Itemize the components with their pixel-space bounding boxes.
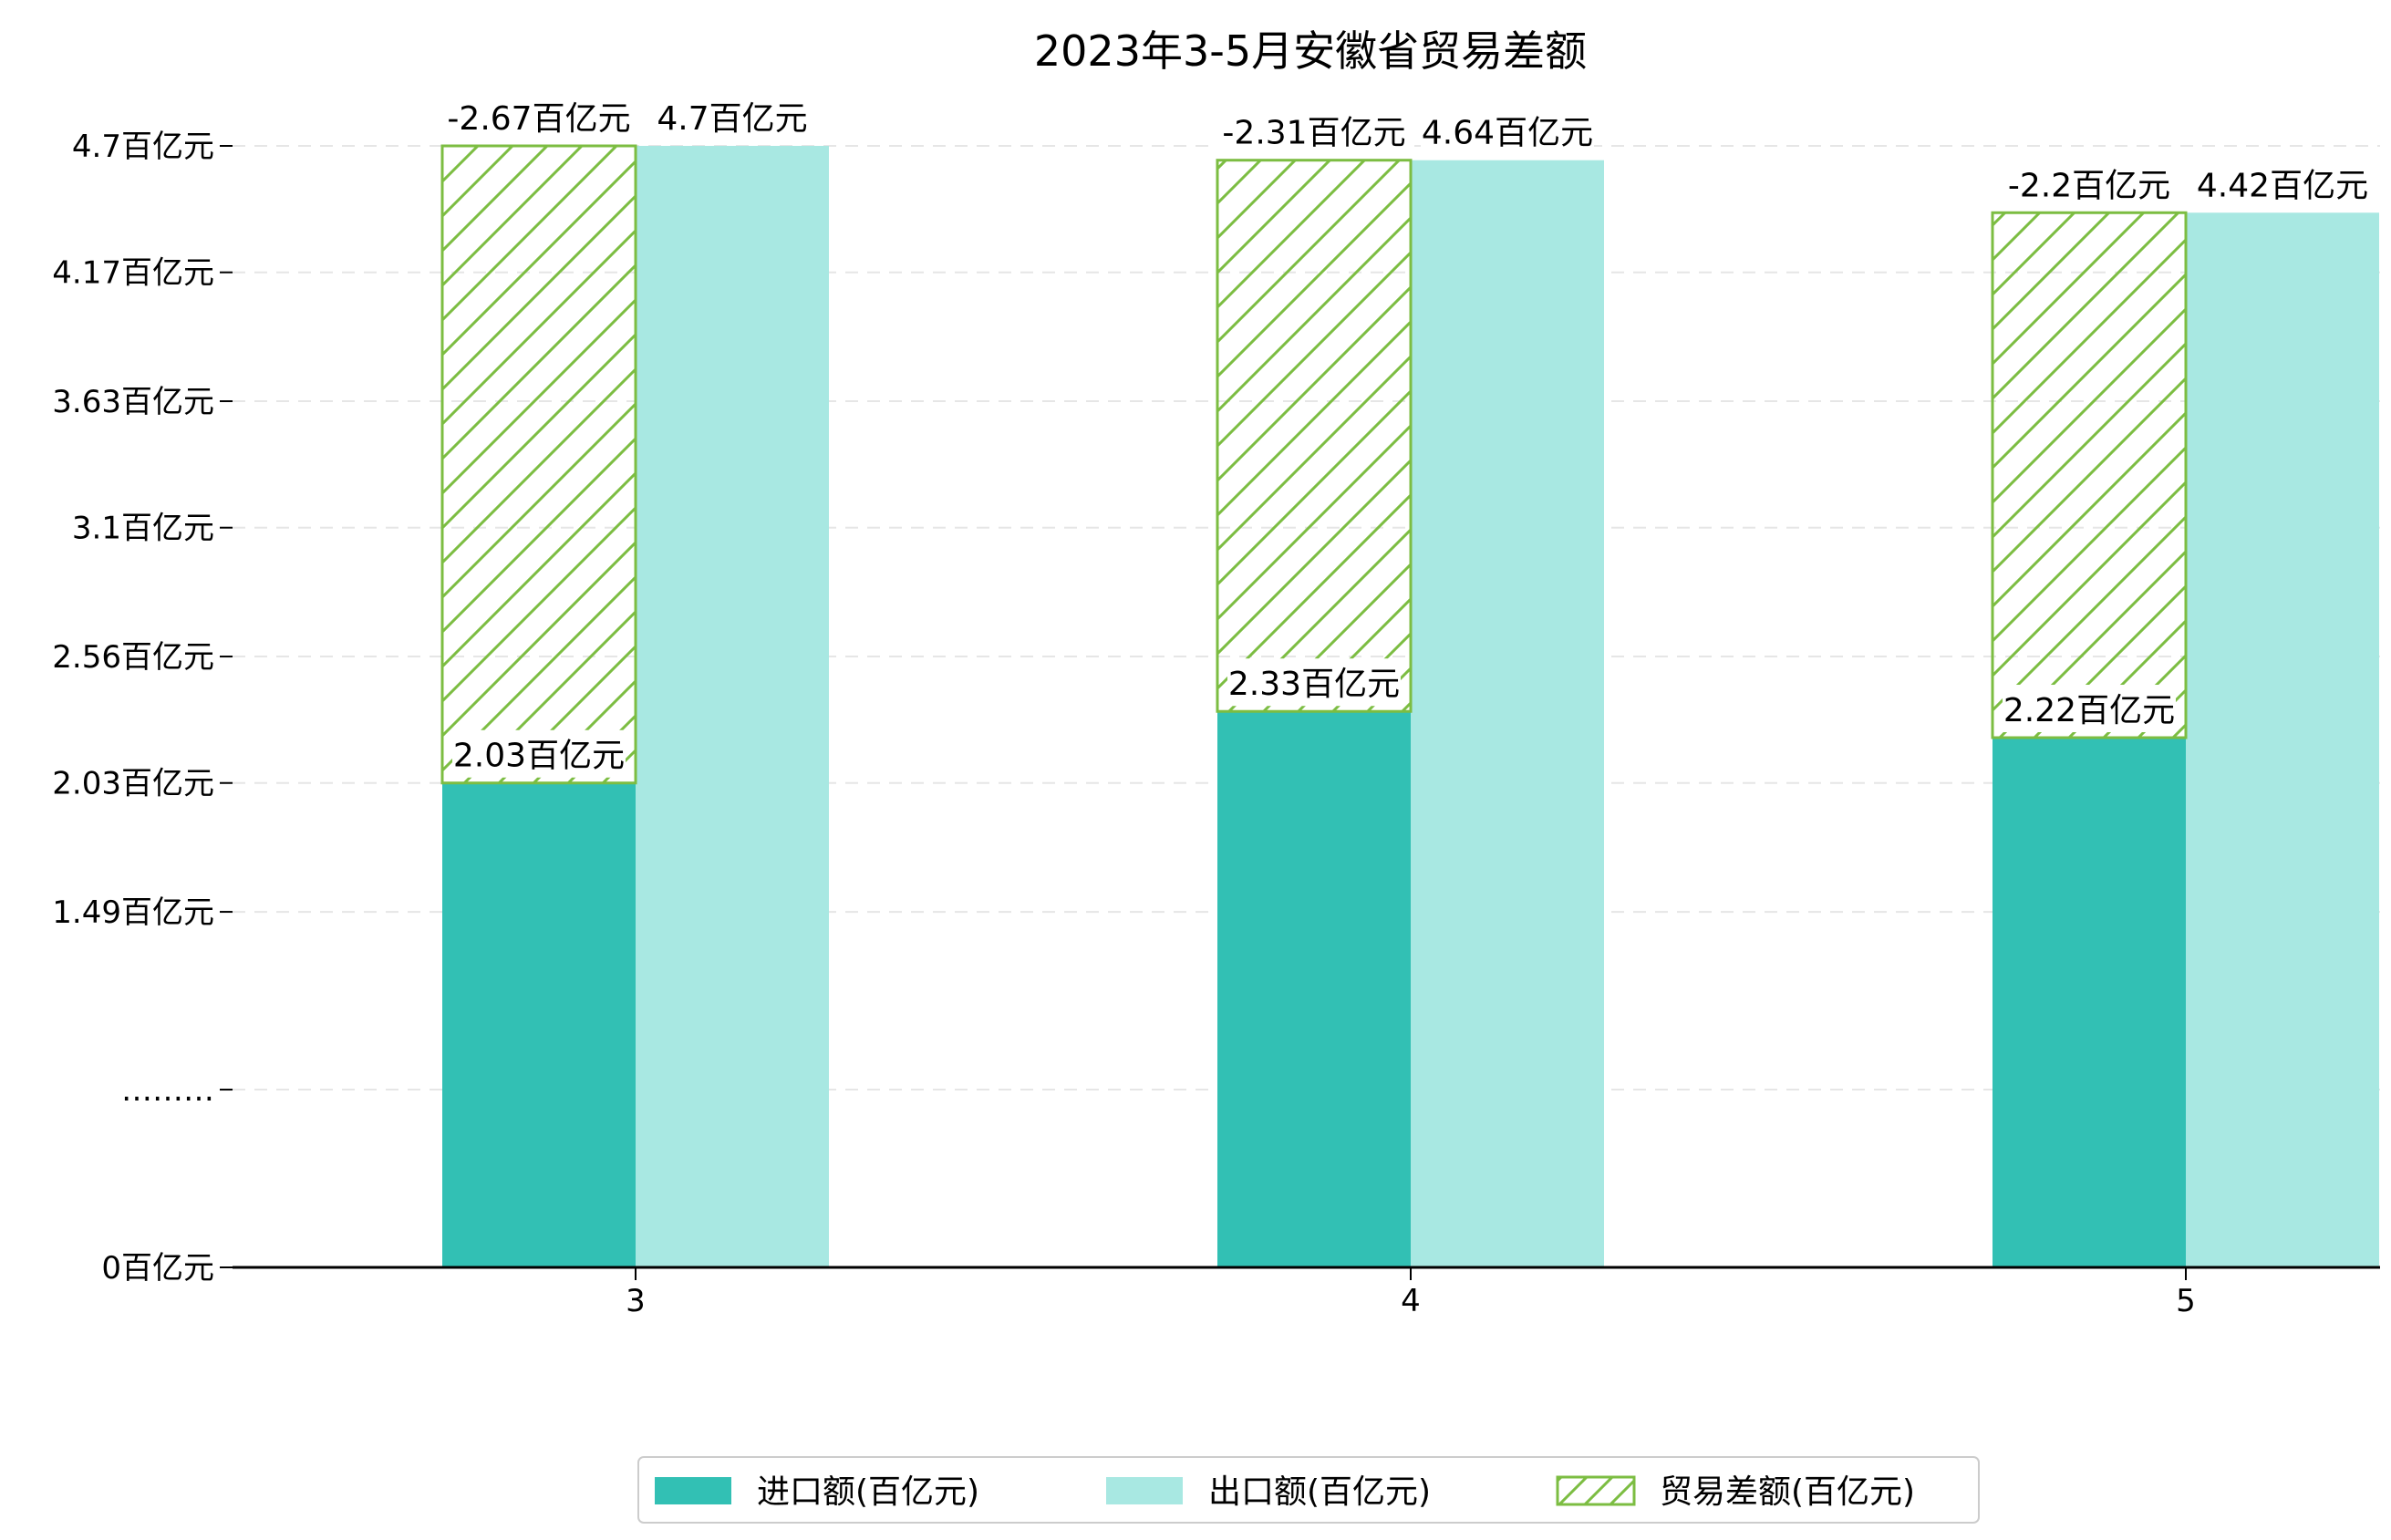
bar-balance (440, 144, 637, 785)
labels-layer: 4.7百亿元 -2.67百亿元 2.03百亿元 4.64百亿元 -2.31百亿元 2.33… (441, 93, 2369, 778)
y-tick-label: ……… (121, 1072, 214, 1109)
bar-export (2186, 212, 2379, 1267)
legend-swatch (1556, 1475, 1636, 1506)
y-tick-label: 3.1百亿元 (72, 511, 214, 547)
legend-item: 出口额(百亿元) (1106, 1473, 1431, 1511)
data-label: 4.64百亿元 (1421, 107, 1594, 155)
data-label-bg (2003, 685, 2176, 733)
data-label-text: 4.64百亿元 (1422, 115, 1593, 152)
x-tick-label: 5 (2176, 1283, 2196, 1319)
data-label-text: -2.31百亿元 (1222, 115, 1405, 152)
x-tick-label: 3 (626, 1283, 646, 1319)
bar-import (1217, 711, 1411, 1267)
axes-layer: 0百亿元 ……… 1.49百亿元 2.03百亿元 2.56百亿元 3.1百亿元 3.63百亿… (52, 129, 2380, 1319)
legend-item: 贸易差额(百亿元) (1556, 1473, 1915, 1511)
legend-swatch (655, 1477, 731, 1504)
legend-item: 进口额(百亿元) (655, 1473, 979, 1511)
chart-title: 2023年3-5月安徽省贸易差额 (1034, 26, 1587, 76)
y-tick-label: 2.03百亿元 (52, 766, 214, 802)
bar-import (442, 782, 636, 1267)
x-tick-label: 4 (1401, 1283, 1421, 1319)
data-label-bg (2196, 160, 2369, 208)
data-label-text: 2.03百亿元 (453, 738, 625, 775)
data-label-bg (452, 729, 626, 778)
data-label: 2.03百亿元 (452, 729, 626, 778)
y-tick-label: 3.63百亿元 (52, 384, 214, 420)
data-label: -2.67百亿元 (441, 93, 637, 140)
data-label-text: 4.7百亿元 (657, 100, 807, 138)
data-label: 2.33百亿元 (1227, 658, 1401, 707)
legend-label: 出口额(百亿元) (1208, 1473, 1431, 1511)
legend-box (637, 1456, 1980, 1524)
legend-swatch (1106, 1477, 1183, 1504)
bar-export (636, 146, 829, 1267)
bar-balance (1216, 159, 1413, 713)
y-tick-label: 4.7百亿元 (72, 129, 214, 165)
data-label-bg (2003, 160, 2176, 208)
bar-import (1992, 738, 2186, 1267)
legend-label: 进口额(百亿元) (757, 1473, 979, 1511)
y-tick-label: 0百亿元 (101, 1250, 214, 1287)
data-label-text: 2.22百亿元 (2003, 692, 2175, 729)
data-label-text: 4.42百亿元 (2197, 167, 2368, 204)
y-tick-label: 2.56百亿元 (52, 639, 214, 676)
data-label-bg (1216, 107, 1412, 155)
y-tick-label: 4.17百亿元 (52, 255, 214, 292)
y-tick-label: 1.49百亿元 (52, 894, 214, 931)
data-label: 2.22百亿元 (2003, 685, 2176, 733)
data-label: -2.2百亿元 (2003, 160, 2176, 208)
data-label-bg (657, 93, 808, 140)
data-label: 4.42百亿元 (2196, 160, 2369, 208)
bar-export (1411, 160, 1604, 1267)
data-label: 4.7百亿元 (657, 93, 808, 140)
legend-label: 贸易差额(百亿元) (1660, 1473, 1915, 1511)
bar-balance (1991, 211, 2188, 739)
data-label-bg (1227, 658, 1401, 707)
data-label-text: -2.67百亿元 (447, 100, 630, 138)
bars-layer (440, 144, 2379, 1267)
data-label-bg (1421, 107, 1594, 155)
data-label-text: -2.2百亿元 (2008, 167, 2170, 204)
data-label-bg (441, 93, 637, 140)
data-label-text: 2.33百亿元 (1228, 666, 1400, 703)
legend: 进口额(百亿元) 出口额(百亿元) 贸易差额(百亿元) (637, 1456, 1980, 1524)
data-label: -2.31百亿元 (1216, 107, 1412, 155)
